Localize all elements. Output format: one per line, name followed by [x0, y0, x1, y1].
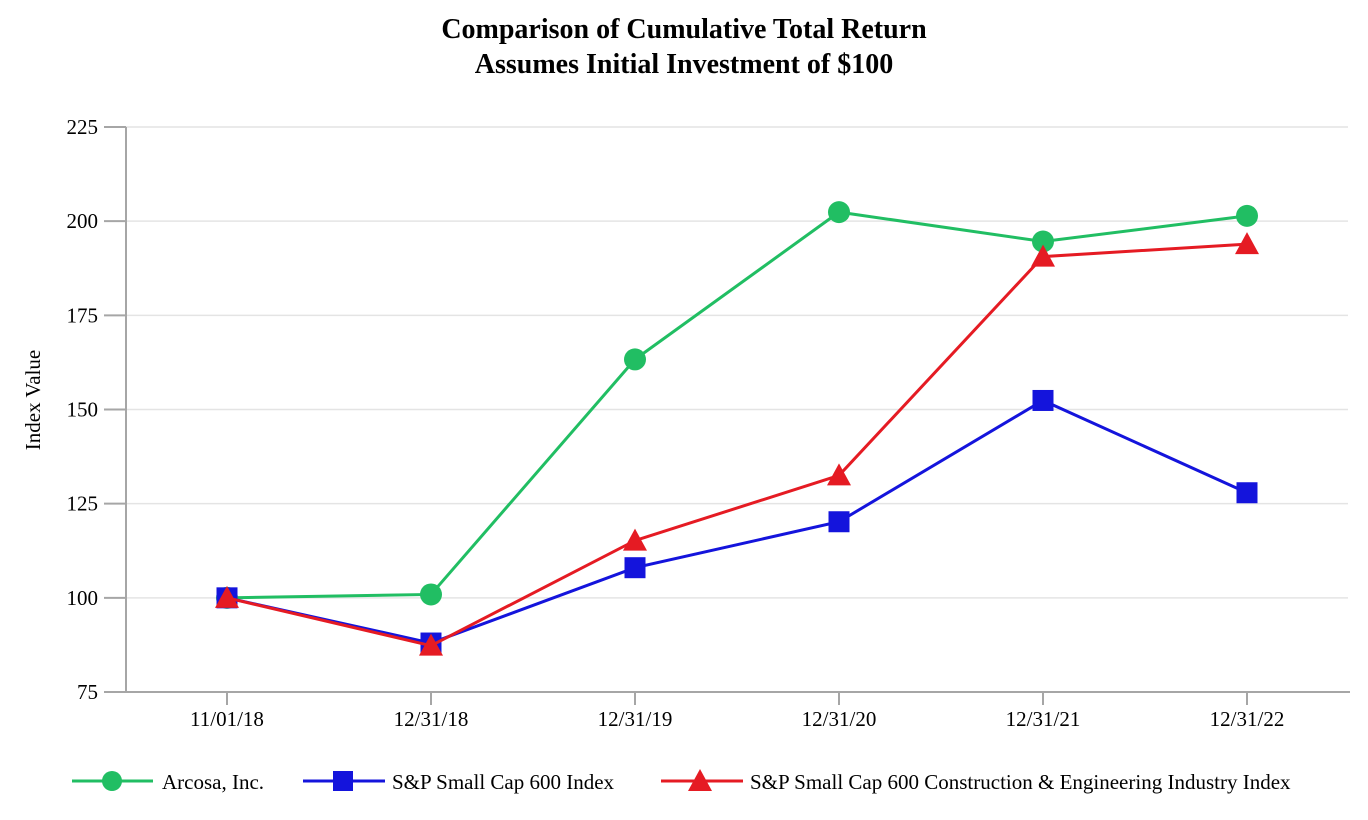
y-tick-label: 75 [77, 680, 98, 704]
data-point-triangle [1031, 244, 1055, 267]
data-point-circle [420, 583, 442, 606]
y-tick-label: 200 [67, 209, 99, 233]
data-point-triangle [827, 463, 851, 486]
legend-square-icon [333, 771, 353, 791]
data-point-circle [1236, 204, 1258, 227]
data-point-triangle [215, 585, 239, 608]
data-point-square [828, 511, 850, 533]
x-tick-label: 12/31/20 [802, 707, 877, 731]
y-tick-label: 125 [67, 492, 99, 516]
legend-label-sp600-construction: S&P Small Cap 600 Construction & Enginee… [750, 770, 1291, 794]
data-point-circle [1032, 230, 1054, 253]
gridlines [126, 126, 1348, 599]
y-axis-title: Index Value [21, 350, 45, 451]
legend-triangle-icon [688, 769, 712, 791]
chart-title-line1: Comparison of Cumulative Total Return [441, 14, 927, 45]
x-tick-label: 12/31/21 [1006, 707, 1081, 731]
chart-title-line2: Assumes Initial Investment of $100 [475, 49, 893, 80]
series-line [226, 210, 1248, 600]
data-point-triangle [1235, 232, 1259, 255]
data-point-triangle [419, 633, 443, 656]
data-point-square [1236, 482, 1258, 504]
data-point-square [1032, 389, 1054, 411]
x-tick-label: 12/31/19 [598, 707, 673, 731]
x-axis-ticks: 11/01/18 12/31/18 12/31/19 12/31/20 12/31/21… [190, 692, 1284, 731]
y-tick-label: 225 [67, 115, 99, 139]
y-axis-ticks: 75 100 125 150 175 200 225 [67, 115, 126, 704]
data-point-square [624, 557, 646, 579]
legend-item-sp600-construction: S&P Small Cap 600 Construction & Enginee… [661, 769, 1291, 794]
legend: Arcosa, Inc. S&P Small Cap 600 Index S&P… [72, 769, 1291, 794]
y-tick-label: 175 [67, 303, 99, 327]
data-point-circle [624, 348, 646, 371]
series-layer [215, 201, 1259, 656]
series-line [226, 242, 1248, 648]
x-tick-label: 12/31/18 [394, 707, 469, 731]
legend-label-arcosa: Arcosa, Inc. [162, 770, 264, 794]
legend-item-sp600: S&P Small Cap 600 Index [303, 770, 615, 794]
series-line [226, 398, 1248, 645]
x-tick-label: 11/01/18 [190, 707, 264, 731]
y-tick-label: 150 [67, 398, 99, 422]
x-tick-label: 12/31/22 [1210, 707, 1285, 731]
legend-circle-icon [102, 771, 122, 791]
data-point-circle [828, 201, 850, 224]
data-point-triangle [623, 528, 647, 551]
y-tick-label: 100 [67, 586, 99, 610]
legend-label-sp600: S&P Small Cap 600 Index [392, 770, 615, 794]
legend-item-arcosa: Arcosa, Inc. [72, 770, 264, 794]
